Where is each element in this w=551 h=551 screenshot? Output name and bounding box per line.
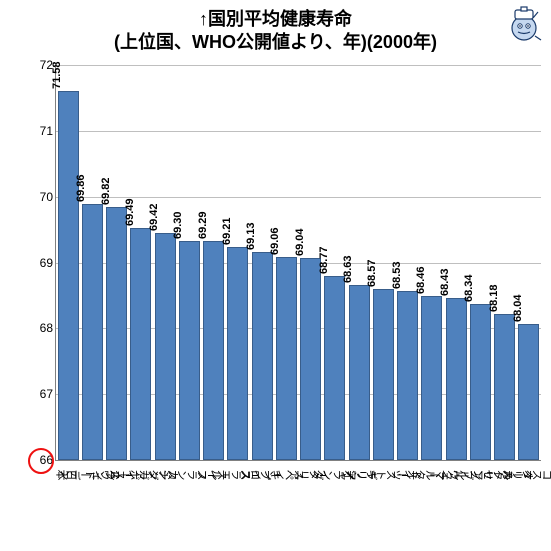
bar: 69.06 [276,257,297,460]
title-line-1: ↑国別平均健康寿命 [199,9,352,29]
bar: 68.46 [421,296,442,460]
y-tick-label: 71 [31,124,53,138]
bar-slot: 68.04 [517,324,541,460]
bar-slot: 68.63 [347,285,371,460]
chart-title: ↑国別平均健康寿命 (上位国、WHO公開値より、年)(2000年) [0,8,551,55]
bar-slot: 69.82 [105,207,129,460]
bar-slot: 69.30 [177,241,201,460]
bar: 68.77 [324,276,345,460]
bar-value-label: 69.04 [294,228,306,256]
bar-value-label: 68.18 [488,285,500,313]
bars-group: 71.5869.8669.8269.4969.4269.3069.2969.21… [56,65,541,460]
bar-value-label: 69.82 [100,177,112,205]
bar: 69.13 [252,252,273,460]
bar-value-label: 69.30 [172,211,184,239]
bar: 69.29 [203,241,224,460]
bar-value-label: 69.06 [269,227,281,255]
bar-value-label: 69.13 [245,222,257,250]
bar-value-label: 69.29 [197,212,209,240]
bar-value-label: 68.43 [439,269,451,297]
bar: 68.18 [494,314,515,460]
highlight-circle-icon [28,448,54,474]
bar-slot: 68.34 [468,304,492,460]
bar: 69.86 [82,204,103,460]
bar-slot: 69.21 [226,247,250,460]
bar-slot: 69.86 [80,204,104,460]
bar: 69.30 [179,241,200,460]
bar: 69.04 [300,258,321,460]
bar-slot: 69.42 [153,233,177,460]
bar-slot: 68.57 [371,289,395,460]
bar-slot: 69.04 [299,258,323,460]
bar-slot: 69.13 [250,252,274,460]
bar-slot: 68.43 [444,298,468,460]
bar-slot: 68.46 [420,296,444,460]
bar: 68.04 [518,324,539,460]
x-tick-label: コスタリカ [503,466,551,482]
bar-value-label: 68.04 [512,294,524,322]
bar: 71.58 [58,91,79,460]
bar-slot: 69.06 [274,257,298,460]
bar: 69.42 [155,233,176,460]
bar-slot: 68.77 [323,276,347,460]
bar: 68.63 [349,285,370,460]
bar-value-label: 69.86 [75,174,87,202]
bar-slot: 71.58 [56,91,80,460]
y-tick-label: 70 [31,190,53,204]
title-line-2: (上位国、WHO公開値より、年)(2000年) [114,32,437,52]
bar-value-label: 69.21 [221,217,233,245]
bar-value-label: 68.77 [318,246,330,274]
bar: 69.21 [227,247,248,460]
chart-container: ↑国別平均健康寿命 (上位国、WHO公開値より、年)(2000年) 71.586… [0,0,551,551]
bar-value-label: 69.49 [124,199,136,227]
bar-value-label: 68.46 [415,267,427,295]
bar-value-label: 68.63 [342,255,354,283]
bar: 69.82 [106,207,127,460]
bar-slot: 68.53 [396,291,420,460]
bar: 68.43 [446,298,467,460]
bar-slot: 68.18 [493,314,517,460]
bar-slot: 69.49 [129,228,153,460]
bar-value-label: 68.53 [391,262,403,290]
y-tick-label: 69 [31,256,53,270]
y-tick-label: 72 [31,58,53,72]
y-tick-label: 68 [31,321,53,335]
bar-value-label: 68.57 [366,259,378,287]
mascot-icon [503,4,545,46]
bar: 68.34 [470,304,491,460]
bar: 69.49 [130,228,151,460]
bar-value-label: 68.34 [463,274,475,302]
plot-area: 71.5869.8669.8269.4969.4269.3069.2969.21… [55,65,541,461]
bar-slot: 69.29 [202,241,226,460]
x-axis-labels: 日本スウェーデンアイスランドシンガポールカナダフランススイスイスラエルキプロスス… [55,462,540,547]
bar: 68.57 [373,289,394,460]
y-tick-label: 67 [31,387,53,401]
bar-value-label: 69.42 [148,203,160,231]
bar: 68.53 [397,291,418,460]
